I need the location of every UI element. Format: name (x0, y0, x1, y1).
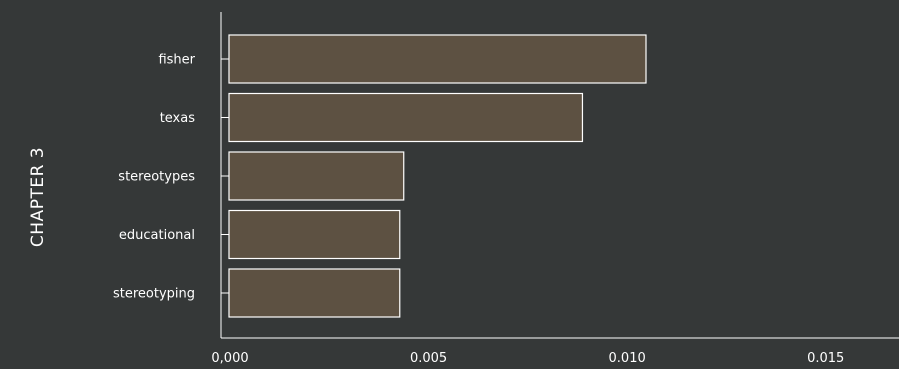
category-label-fisher: fisher (158, 53, 195, 68)
x-tick-label-2: 0.010 (609, 351, 646, 366)
bars-group (221, 34, 647, 318)
bar-fisher (228, 34, 647, 84)
x-tick-label-0: 0,000 (211, 351, 248, 366)
category-labels-group: fisher texas stereotypes educational stereot… (113, 53, 196, 302)
bar-educational (228, 209, 401, 260)
bar-stereotyping (228, 268, 401, 318)
category-label-texas: texas (160, 111, 196, 126)
category-label-stereotypes: stereotypes (118, 170, 195, 185)
x-tick-label-1: 0.005 (410, 351, 447, 366)
x-tick-label-3: 0.015 (807, 351, 844, 366)
category-label-stereotyping: stereotyping (113, 287, 195, 302)
x-tick-labels-group: 0,000 0.005 0.010 0.015 (211, 351, 844, 366)
bar-texas (228, 92, 584, 143)
axes (220, 12, 899, 339)
category-label-educational: educational (119, 228, 195, 243)
y-axis-label-group: CHAPTER 3 (28, 147, 48, 247)
bar-stereotypes (228, 151, 405, 201)
y-axis-label: CHAPTER 3 (28, 147, 48, 247)
